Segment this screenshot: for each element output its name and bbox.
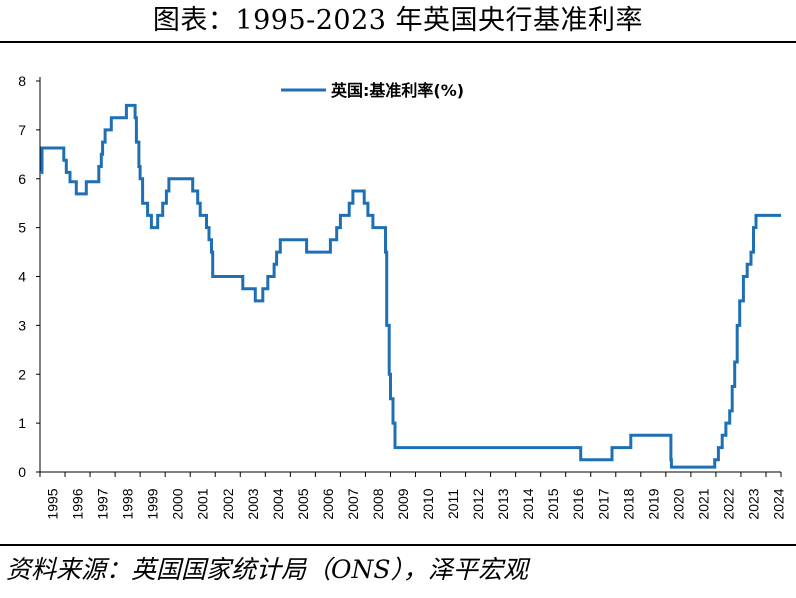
x-tick-label: 1995 — [45, 488, 61, 519]
y-tick-label: 7 — [18, 122, 26, 138]
legend: 英国:基准利率(%) — [281, 81, 464, 100]
x-tick-label: 2011 — [445, 489, 461, 519]
y-tick-label: 5 — [18, 220, 26, 236]
x-tick-label: 2004 — [270, 488, 286, 519]
x-tick-label: 2005 — [295, 488, 311, 519]
x-tick-label: 2003 — [245, 488, 261, 519]
y-tick-label: 6 — [18, 171, 26, 187]
x-tick-label: 2009 — [395, 488, 411, 519]
x-tick-label: 2014 — [520, 488, 536, 519]
page-title: 图表：1995-2023 年英国央行基准利率 — [152, 5, 644, 36]
x-tick-label: 2013 — [495, 488, 511, 519]
y-tick-label: 4 — [18, 269, 26, 285]
y-tick-label: 8 — [18, 73, 26, 89]
x-tick-label: 2001 — [195, 488, 211, 519]
x-tick-label: 2024 — [770, 488, 786, 519]
x-tick-label: 1999 — [145, 488, 161, 519]
series-line-bank-rate — [40, 103, 781, 469]
x-tick-label: 2000 — [170, 488, 186, 519]
x-tick-label: 2015 — [545, 488, 561, 519]
x-tick-label: 2006 — [320, 488, 336, 519]
x-tick-label: 2019 — [645, 488, 661, 519]
x-tick-label: 1997 — [95, 488, 111, 519]
bottom-rule — [0, 544, 796, 546]
x-tick-label: 2017 — [595, 488, 611, 519]
x-tick-label: 1996 — [70, 488, 86, 519]
x-tick-label: 2002 — [220, 488, 236, 519]
x-tick-label: 2010 — [420, 488, 436, 519]
x-tick-label: 2020 — [670, 488, 686, 519]
x-tick-label: 2008 — [370, 488, 386, 519]
x-tick-label: 2018 — [620, 488, 636, 519]
x-tick-label: 2022 — [720, 488, 736, 519]
plot-area — [40, 103, 781, 469]
source-note: 资料来源：英国国家统计局（ONS），泽平宏观 — [6, 555, 528, 584]
x-tick-label: 2012 — [470, 488, 486, 519]
y-tick-label: 2 — [18, 366, 26, 382]
top-rule — [0, 41, 796, 43]
x-tick-label: 1998 — [120, 488, 136, 519]
legend-label: 英国:基准利率(%) — [330, 81, 464, 100]
y-tick-label: 3 — [18, 317, 26, 333]
y-tick-label: 0 — [18, 464, 26, 480]
x-tick-label: 2021 — [695, 488, 711, 519]
x-tick-label: 2016 — [570, 488, 586, 519]
x-tick-label: 2023 — [745, 488, 761, 519]
line-chart: 0 1 2 3 4 5 6 7 8 1995 1996 1997 1998 1999 2000 2001 20… — [18, 73, 786, 520]
y-tick-label: 1 — [18, 415, 26, 431]
x-tick-label: 2007 — [345, 488, 361, 519]
y-axis: 0 1 2 3 4 5 6 7 8 — [18, 73, 41, 480]
x-axis: 1995 1996 1997 1998 1999 2000 2001 2002 2003 2004… — [39, 471, 786, 520]
